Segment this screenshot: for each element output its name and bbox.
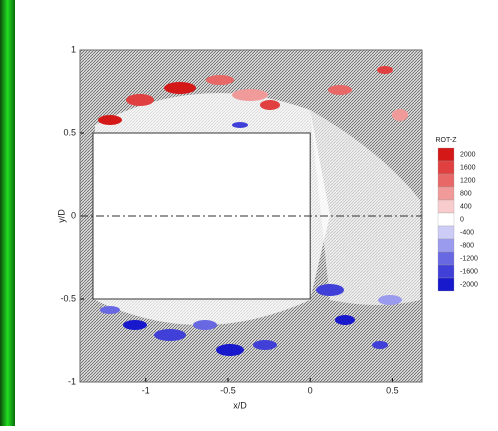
- vortex-blob: [123, 320, 147, 330]
- colorbar-label: 1200: [460, 177, 476, 184]
- colorbar-swatch: [437, 173, 455, 188]
- plot-frame: [79, 49, 423, 383]
- vortex-blob: [193, 320, 217, 330]
- vortex-blob: [253, 340, 277, 350]
- colorbar-swatch: [437, 277, 455, 292]
- x-tick-label: 0.5: [386, 385, 399, 395]
- colorbar-label: 0: [460, 216, 464, 223]
- y-tick-label: 0.5: [63, 127, 76, 137]
- vortex-blob: [392, 109, 408, 121]
- colorbar-swatch: [437, 251, 455, 266]
- colorbar-swatch: [437, 225, 455, 240]
- colorbar-swatch: [437, 160, 455, 175]
- x-axis-label: x/D: [233, 400, 247, 410]
- colorbar-swatch: [437, 238, 455, 253]
- colorbar-swatch: [437, 264, 455, 279]
- vortex-blob: [260, 100, 280, 110]
- vortex-blob: [126, 94, 154, 106]
- vortex-blob: [377, 66, 393, 74]
- colorbar-label: -1600: [460, 268, 478, 275]
- y-tick-label: 1: [71, 44, 76, 54]
- y-tick-label: -1: [68, 376, 76, 386]
- colorbar-label: 1600: [460, 164, 476, 171]
- x-tick-label: -0.5: [220, 385, 236, 395]
- vortex-blob: [216, 344, 244, 356]
- vortex-blob: [98, 115, 122, 125]
- wake-region: [310, 110, 420, 305]
- colorbar-label: 2000: [460, 151, 476, 158]
- colorbar-label: -800: [460, 242, 474, 249]
- legend-title: ROT-Z: [436, 137, 458, 144]
- colorbar-swatch: [437, 186, 455, 201]
- vortex-blob: [154, 329, 186, 341]
- colorbar-swatch: [437, 147, 455, 162]
- colorbar-swatch: [437, 199, 455, 214]
- colorbar-swatch: [437, 212, 455, 227]
- vortex-blob: [328, 85, 352, 95]
- colorbar-label: -2000: [460, 281, 478, 288]
- x-tick-label: 0: [308, 385, 313, 395]
- y-tick-label: -0.5: [60, 293, 76, 303]
- x-tick-label: -1: [142, 385, 150, 395]
- vortex-blob: [164, 82, 196, 94]
- colorbar-label: -400: [460, 229, 474, 236]
- vortex-blob: [335, 315, 355, 325]
- vortex-blob: [232, 122, 248, 128]
- y-tick-label: 0: [71, 210, 76, 220]
- vortex-blob: [378, 295, 402, 305]
- y-axis-label: y/D: [56, 209, 66, 223]
- vortex-blob: [206, 75, 234, 85]
- vortex-blob: [316, 284, 344, 296]
- colorbar-label: 800: [460, 190, 472, 197]
- vortex-blobs: [98, 66, 408, 356]
- side-strip: [0, 0, 15, 426]
- colorbar-label: 400: [460, 203, 472, 210]
- vortex-blob: [100, 306, 120, 314]
- colorbar-label: -1200: [460, 255, 478, 262]
- vortex-blob: [232, 89, 268, 101]
- vortex-blob: [372, 341, 388, 349]
